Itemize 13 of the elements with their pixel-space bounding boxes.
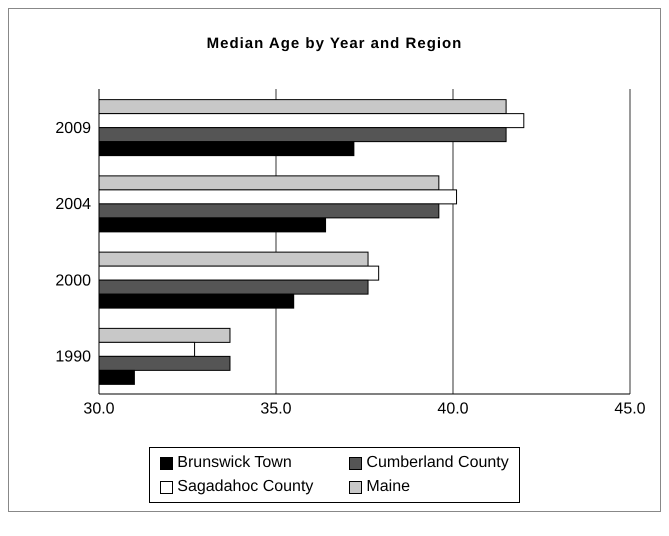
- legend-label: Brunswick Town: [177, 454, 292, 472]
- y-tick-label: 2004: [55, 196, 92, 214]
- x-tick-label: 40.0: [437, 400, 469, 418]
- x-tick-label: 35.0: [260, 400, 292, 418]
- y-tick-label: 1990: [55, 348, 92, 366]
- chart-title: Median Age by Year and Region: [206, 35, 464, 54]
- legend-label: Cumberland County: [366, 454, 509, 472]
- legend-label: Sagadahoc County: [177, 478, 314, 496]
- y-tick-label: 2009: [55, 120, 92, 137]
- y-tick-label: 2000: [55, 272, 92, 290]
- x-tick-label: 45.0: [614, 400, 646, 418]
- x-tick-label: 30.0: [83, 400, 115, 418]
- legend-label: Maine: [366, 478, 410, 496]
